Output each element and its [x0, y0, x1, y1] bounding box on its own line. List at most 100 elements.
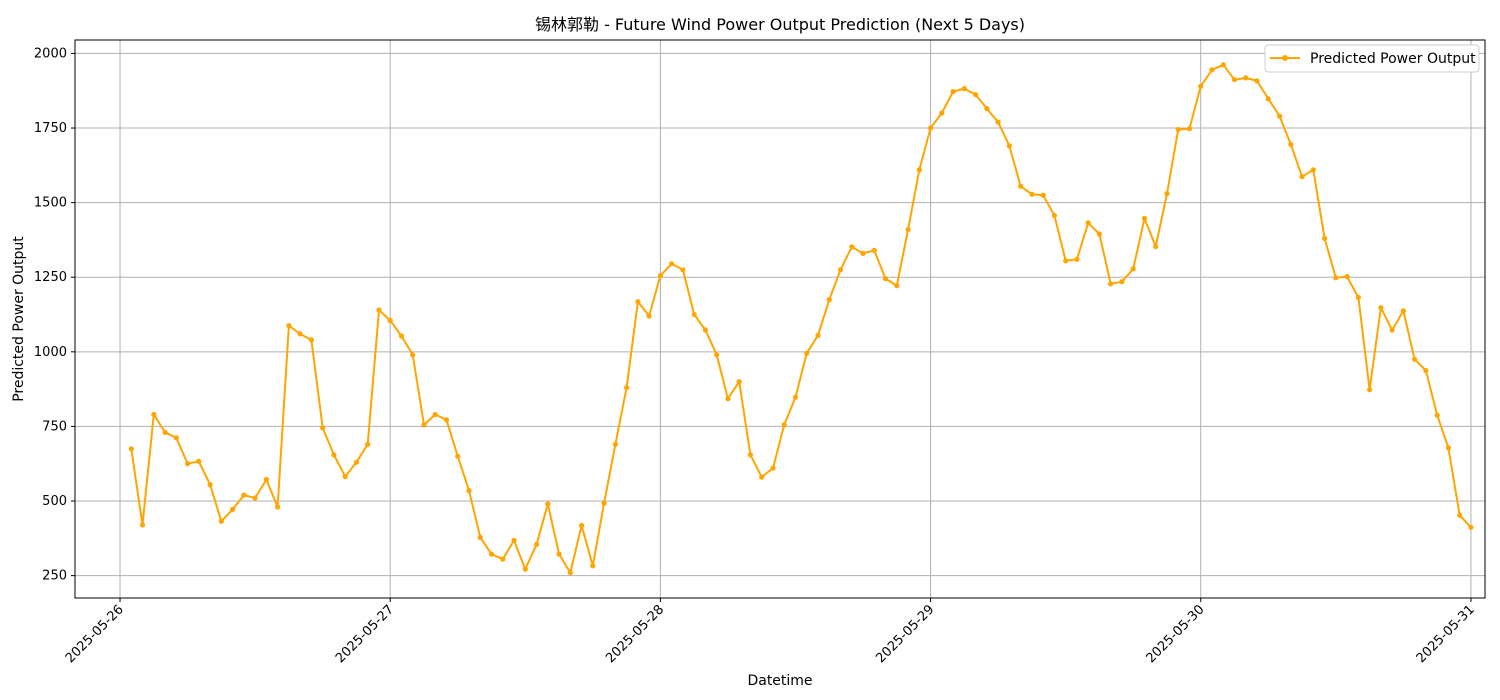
y-tick-label: 1500: [34, 196, 67, 211]
data-point: [455, 453, 461, 459]
data-point: [1277, 113, 1283, 119]
grid: [75, 40, 1485, 598]
data-point: [286, 323, 292, 329]
data-point: [1209, 67, 1215, 73]
data-point: [320, 425, 326, 431]
data-point: [601, 500, 607, 506]
data-point: [185, 461, 191, 467]
y-tick-label: 1750: [34, 121, 67, 136]
data-point: [826, 297, 832, 303]
data-point: [1085, 220, 1091, 226]
y-tick-label: 1000: [34, 345, 67, 360]
data-point: [398, 333, 405, 339]
data-point: [432, 411, 438, 418]
data-point: [725, 396, 731, 402]
data-point: [1243, 75, 1249, 81]
data-point: [849, 244, 855, 250]
data-point: [421, 422, 427, 428]
data-point: [590, 563, 596, 569]
data-point: [747, 452, 754, 458]
data-point: [905, 226, 911, 233]
data-point: [477, 534, 483, 541]
data-point: [1018, 183, 1024, 189]
data-point: [556, 551, 562, 557]
data-point: [995, 119, 1001, 125]
data-point: [669, 261, 675, 267]
data-point: [1310, 167, 1316, 173]
data-point: [1333, 275, 1339, 281]
data-point: [691, 311, 697, 318]
data-point: [804, 350, 810, 356]
y-axis-label: Predicted Power Output: [11, 236, 27, 402]
data-point: [443, 417, 450, 423]
data-point: [1074, 256, 1080, 262]
y-tick-label: 2000: [34, 46, 67, 61]
data-point: [1434, 412, 1440, 418]
y-tick-label: 500: [42, 494, 67, 509]
data-point: [1265, 96, 1271, 102]
data-point: [151, 411, 157, 418]
data-point: [759, 474, 765, 480]
data-point: [1468, 524, 1474, 530]
data-point: [1299, 174, 1305, 180]
data-point: [1096, 231, 1102, 237]
data-point: [882, 276, 889, 282]
data-point: [387, 317, 393, 324]
data-point: [218, 518, 224, 524]
data-point: [1344, 274, 1350, 280]
data-point: [961, 86, 967, 92]
data-point: [1040, 192, 1046, 198]
data-point: [545, 501, 551, 507]
data-point: [714, 352, 720, 358]
data-point: [196, 458, 202, 464]
data-point: [1186, 126, 1193, 132]
data-point: [207, 482, 213, 488]
data-point: [1029, 191, 1035, 197]
data-point: [1322, 235, 1328, 241]
data-point: [1153, 243, 1159, 250]
data-point: [984, 106, 990, 112]
data-point: [702, 327, 709, 333]
data-point: [736, 379, 742, 385]
data-point: [1367, 387, 1373, 393]
data-point: [1254, 78, 1260, 84]
data-point: [1412, 356, 1418, 362]
y-tick-label: 1250: [34, 270, 67, 285]
data-point: [939, 110, 945, 116]
data-point: [522, 566, 528, 572]
data-point: [162, 429, 168, 435]
data-point: [781, 422, 787, 428]
data-point: [1457, 512, 1463, 518]
data-point: [973, 92, 979, 98]
plot-frame: [74, 39, 1486, 599]
legend-marker: [1282, 55, 1288, 61]
data-point: [500, 556, 506, 562]
data-point: [534, 541, 540, 547]
data-point: [1063, 258, 1069, 264]
data-point: [567, 570, 573, 576]
data-point: [1389, 327, 1395, 333]
data-point: [680, 267, 686, 273]
data-point: [894, 283, 900, 289]
data-point: [860, 250, 866, 256]
data-point: [928, 125, 934, 131]
data-point: [353, 459, 359, 465]
data-point: [1198, 83, 1204, 89]
data-point: [635, 299, 641, 305]
data-point: [331, 452, 337, 458]
data-point: [297, 331, 303, 337]
data-point: [252, 495, 258, 501]
data-point: [410, 352, 416, 358]
data-point: [365, 441, 371, 447]
legend-label: Predicted Power Output: [1310, 51, 1476, 67]
data-point: [1288, 141, 1294, 147]
data-point: [1164, 191, 1170, 197]
data-point: [466, 488, 472, 494]
data-point: [1130, 266, 1136, 272]
data-point: [1445, 445, 1451, 451]
data-point: [511, 537, 517, 544]
data-point: [1400, 308, 1406, 314]
data-point: [770, 465, 776, 471]
data-point: [1231, 77, 1238, 83]
data-point: [1141, 215, 1148, 221]
